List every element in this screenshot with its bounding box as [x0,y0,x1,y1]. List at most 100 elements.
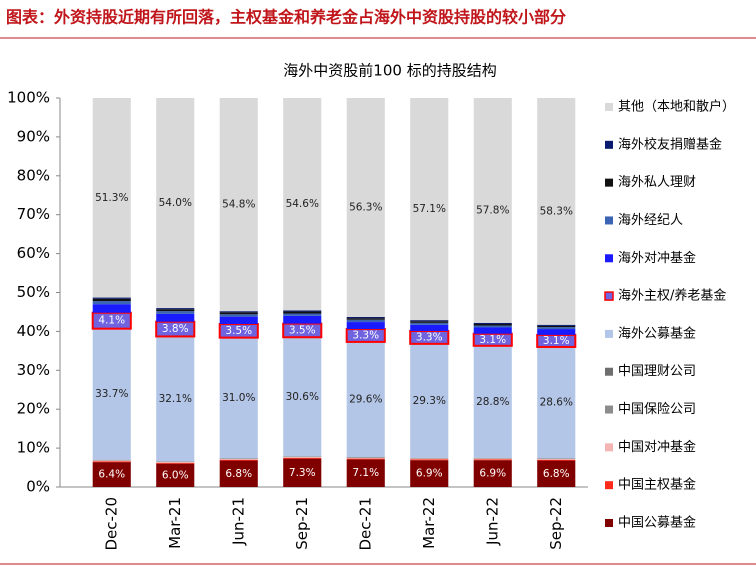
bar-segment [346,341,385,458]
legend-label: 中国对冲基金 [618,439,696,455]
bar-segment [92,304,131,313]
legend-swatch [604,291,614,301]
bar-segment [219,312,258,315]
x-tick-label: Jun-22 [483,497,501,546]
value-label: 29.3% [413,395,446,407]
value-label: 56.3% [349,202,382,214]
legend-label: 中国保险公司 [618,402,696,417]
bar-segment [346,98,385,318]
legend-label: 海外经纪人 [618,213,683,228]
bar-segment [219,98,258,312]
value-label: 32.1% [159,393,192,405]
bar-segment [156,463,195,487]
legend-swatch [605,140,613,149]
bar-segment [410,320,449,322]
y-tick-label: 80% [17,166,50,184]
bar-segment [346,457,385,459]
value-label: 6.8% [225,468,252,480]
bar-segment [473,325,512,328]
legend-label: 海外对冲基金 [618,250,696,266]
bar-segment [92,460,131,462]
value-label: 3.8% [162,323,189,335]
value-label: 54.8% [222,199,255,211]
x-tick-label: Dec-21 [356,497,374,551]
bar-segment [156,98,195,309]
bar-segment [92,298,131,302]
value-label: 57.8% [476,204,509,216]
bar-segment [473,345,512,458]
bar-segment [283,315,322,324]
value-label: 3.3% [352,329,379,341]
bar-segment [156,308,195,310]
bar-segment [156,462,195,464]
bar-segment [283,458,322,487]
x-tick-label: Jun-21 [229,497,247,546]
x-tick-label: Sep-22 [547,497,565,550]
legend-swatch [605,367,613,376]
y-tick-label: 30% [17,361,50,379]
legend-label: 海外校友捐赠基金 [618,136,722,152]
legend-label: 海外主权/养老基金 [618,288,726,304]
value-label: 6.8% [543,468,570,480]
bar-segment [283,313,322,316]
value-label: 3.1% [479,334,506,346]
legend-label: 海外私人理财 [618,175,696,190]
value-label: 4.1% [98,315,125,327]
bar-segment [346,319,385,323]
bar-segment [410,459,449,461]
bar-segment [92,328,131,460]
bar-segment [283,457,322,458]
bar-segment [92,461,131,463]
y-tick-label: 20% [17,400,50,418]
bar-segment [219,316,258,325]
x-tick-label: Mar-21 [166,497,184,549]
bar-segment [283,311,322,314]
bar-segment [410,321,449,323]
value-label: 54.6% [286,198,319,210]
value-label: 28.8% [476,396,509,408]
bar-segment [346,318,385,320]
legend-swatch [605,178,613,187]
bar-segment [92,462,131,487]
y-tick-label: 40% [17,322,50,340]
bar-segment [410,324,449,332]
y-tick-label: 0% [26,478,50,496]
value-label: 6.9% [416,468,443,480]
bar-segment [473,322,512,325]
bar-segment [410,458,449,460]
value-label: 31.0% [222,392,255,404]
legend-swatch [605,443,613,452]
value-label: 58.3% [540,205,573,217]
value-label: 33.7% [95,388,128,400]
value-label: 28.6% [540,397,573,409]
value-label: 6.0% [162,469,189,481]
bar-segment [219,311,258,313]
bar-segment [473,458,512,460]
legend-swatch [605,481,613,490]
value-label: 7.1% [352,467,379,479]
bar-segment [219,337,258,459]
bar-segment [219,460,258,487]
bar-segment [473,327,512,334]
value-label: 3.3% [416,331,443,343]
value-label: 3.1% [543,335,570,347]
x-tick-label: Mar-22 [420,497,438,549]
bar-segment [346,458,385,460]
bar-segment [537,458,576,460]
value-label: 57.1% [413,203,446,215]
bar-segment [92,301,131,305]
y-tick-label: 60% [17,244,50,262]
bar-segment [156,313,195,322]
bar-segment [156,462,195,463]
y-tick-label: 10% [17,439,50,457]
value-label: 7.3% [289,467,316,479]
bar-segment [537,327,576,330]
legend-swatch [605,329,613,338]
bar-segment [283,98,322,311]
legend-label: 中国公募基金 [618,515,696,531]
bar-segment [537,324,576,326]
value-label: 54.0% [159,197,192,209]
value-label: 29.6% [349,393,382,405]
bar-segment [537,329,576,335]
